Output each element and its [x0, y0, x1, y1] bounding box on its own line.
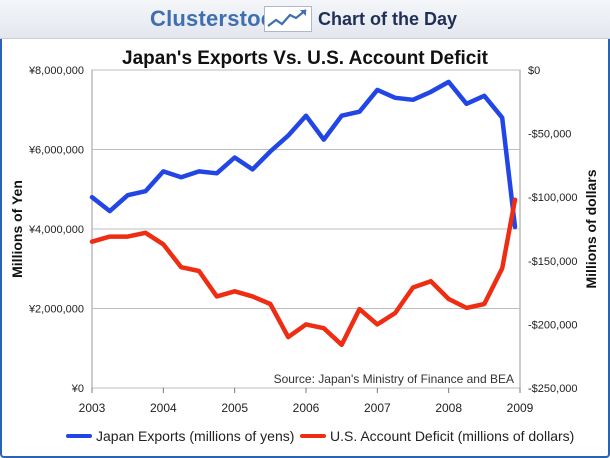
legend-swatch-red [300, 434, 326, 438]
y-tick-label: ¥4,000,000 [28, 224, 84, 236]
x-tick-label: 2009 [507, 401, 534, 415]
chart-area: Japan's Exports Vs. U.S. Account Deficit… [9, 48, 599, 415]
chart-title: Japan's Exports Vs. U.S. Account Deficit [122, 48, 489, 69]
chart-of-the-day-label: Chart of the Day [318, 9, 458, 29]
legend-item-us-deficit[interactable]: U.S. Account Deficit (millions of dollar… [300, 428, 574, 444]
legend-item-japan-exports[interactable]: Japan Exports (millions of yens) [66, 428, 294, 444]
y2-tick-label: -$250,000 [528, 383, 578, 395]
x-tick-label: 2004 [150, 401, 177, 415]
x-tick-label: 2008 [435, 401, 462, 415]
y-tick-label: ¥2,000,000 [28, 304, 84, 316]
legend-swatch-blue [66, 434, 92, 438]
source-note: Source: Japan's Ministry of Finance and … [274, 372, 514, 386]
x-axis-ticks: 2003 2004 2005 2006 2007 2008 2009 [79, 388, 534, 415]
y2-tick-label: -$150,000 [528, 256, 578, 268]
series-lines [89, 79, 518, 348]
x-tick-label: 2005 [221, 401, 248, 415]
y2-tick-label: -$100,000 [528, 192, 578, 204]
legend-label-us-deficit: U.S. Account Deficit (millions of dollar… [330, 428, 575, 444]
y-tick-label: ¥6,000,000 [28, 145, 84, 157]
series-line-japan-exports [89, 79, 518, 230]
left-axis-ticks: ¥0 ¥2,000,000 ¥4,000,000 ¥6,000,000 ¥8,000,0… [28, 65, 84, 395]
y2-axis-label: Millions of dollars [583, 169, 599, 288]
brand-name[interactable]: Clusterstock [150, 6, 286, 31]
x-tick-label: 2003 [79, 401, 106, 415]
series-line-us-deficit [89, 197, 518, 348]
y2-tick-label: $0 [528, 65, 540, 77]
x-tick-label: 2007 [364, 401, 391, 415]
trend-chart-icon [264, 6, 312, 32]
y2-tick-label: -$200,000 [528, 319, 578, 331]
legend: Japan Exports (millions of yens) U.S. Ac… [0, 428, 610, 448]
y-axis-label: Millions of Yen [9, 180, 25, 278]
y-tick-label: ¥8,000,000 [28, 65, 84, 77]
right-axis-ticks: -$250,000 -$200,000 -$150,000 -$100,000 -$50… [528, 65, 578, 395]
y2-tick-label: -$50,000 [528, 129, 571, 141]
legend-label-japan-exports: Japan Exports (millions of yens) [96, 428, 295, 444]
x-tick-label: 2006 [293, 401, 320, 415]
header-banner: Clusterstock Chart of the Day [0, 0, 610, 39]
y-tick-label: ¥0 [71, 383, 84, 395]
